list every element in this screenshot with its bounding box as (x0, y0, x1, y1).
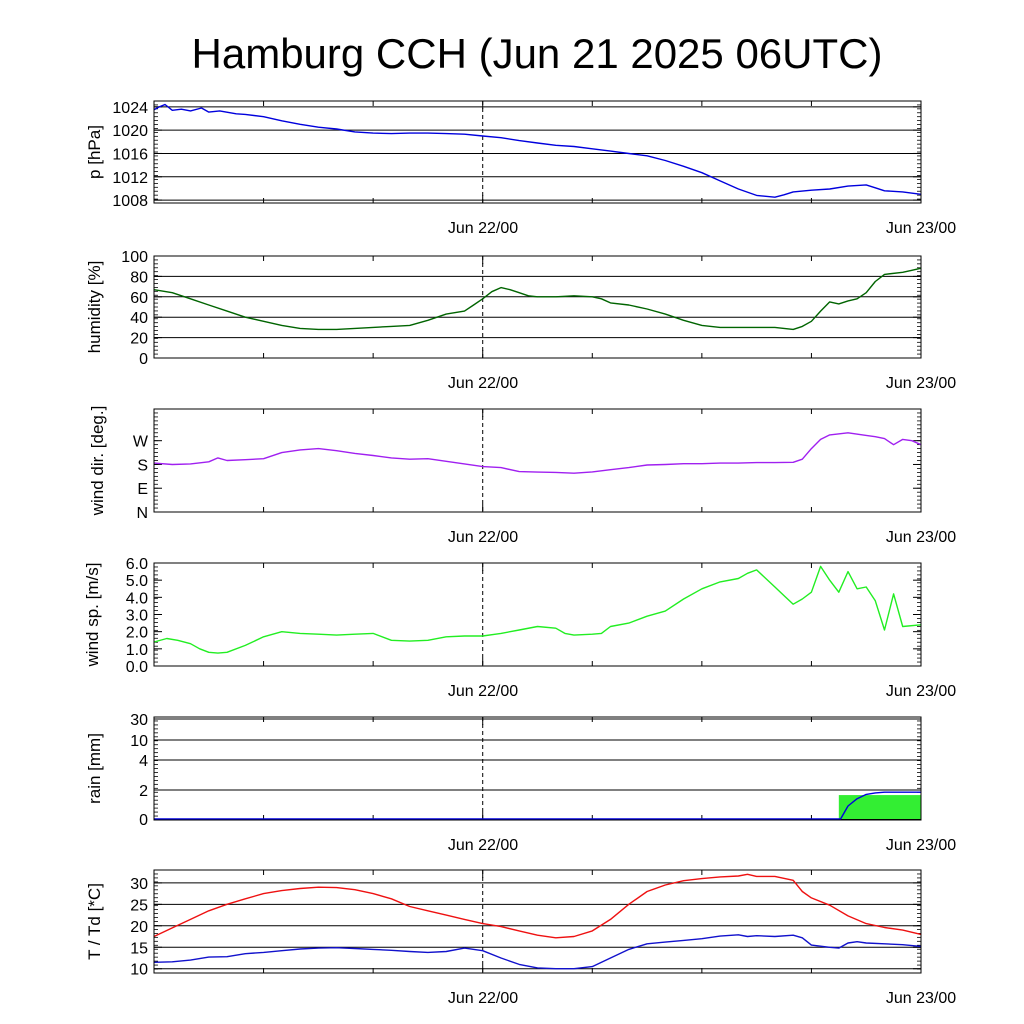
wind_speed-ytick-label: 4.0 (126, 590, 148, 607)
wind_speed-series-line-0 (153, 565, 922, 654)
humidity-panel: 100 80 60 40 20 0 humidity [%] Jun 22/00 Jun 23/… (85, 249, 956, 392)
humidity-ylabel: humidity [%] (85, 261, 104, 354)
humidity-ytick-label: 100 (121, 249, 148, 266)
wind_speed-xtick-end: Jun 23/00 (886, 683, 956, 700)
pressure-frame (153, 100, 922, 204)
wind_direction-ytick-label: S (137, 457, 148, 474)
temperature-series-line-0 (153, 873, 922, 939)
rain-panel: 0 2 4 10 30 rain [mm] Jun 22/00 Jun 23/00 (85, 712, 956, 854)
rain-rain-bar (838, 795, 921, 819)
rain-ylabel: rain [mm] (85, 733, 104, 804)
wind_direction-ytick-label: N (136, 505, 148, 522)
temperature-xtick-mid: Jun 22/00 (448, 990, 518, 1007)
pressure-ytick-label: 1020 (112, 123, 148, 140)
rain-xtick-end: Jun 23/00 (886, 837, 956, 854)
wind_speed-ytick-label: 2.0 (126, 625, 148, 642)
wind_speed-xtick-mid: Jun 22/00 (448, 683, 518, 700)
pressure-panel: 1024 1020 1016 1012 1008 p [hPa] Jun 22/00 Jun … (85, 100, 956, 237)
wind_direction-ytick-label: E (137, 481, 148, 498)
wind_direction-ylabel: wind dir. [deg.] (88, 406, 107, 517)
rain-ytick-label: 0 (139, 812, 148, 829)
wind_direction-frame (153, 408, 922, 513)
humidity-ytick-label: 0 (139, 351, 148, 368)
temperature-ytick-label: 30 (130, 876, 148, 893)
temperature-frame (153, 869, 922, 974)
wind_speed-ytick-label: 0.0 (126, 659, 148, 676)
pressure-xtick-mid: Jun 22/00 (448, 220, 518, 237)
rain-xtick-mid: Jun 22/00 (448, 837, 518, 854)
humidity-ytick-label: 40 (130, 310, 148, 327)
wind_speed-ylabel: wind sp. [m/s] (83, 563, 102, 668)
rain-series-line-1 (154, 791, 921, 820)
wind_speed-ytick-label: 5.0 (126, 573, 148, 590)
pressure-ytick-label: 1016 (112, 146, 148, 163)
temperature-ytick-label: 20 (130, 919, 148, 936)
wind_direction-ytick-label: W (133, 434, 149, 451)
chart-title: Hamburg CCH (Jun 21 2025 06UTC) (192, 30, 883, 77)
humidity-ytick-label: 80 (130, 269, 148, 286)
temperature-ytick-label: 25 (130, 897, 148, 914)
temperature-ytick-label: 15 (130, 940, 148, 957)
rain-ytick-label: 2 (139, 783, 148, 800)
pressure-ytick-label: 1008 (112, 193, 148, 210)
wind_speed-ytick-label: 3.0 (126, 608, 148, 625)
wind_speed-ytick-label: 1.0 (126, 642, 148, 659)
humidity-xtick-end: Jun 23/00 (886, 375, 956, 392)
rain-ytick-label: 30 (130, 712, 148, 729)
pressure-ytick-label: 1024 (112, 100, 148, 117)
temperature-series-line-1 (153, 934, 922, 970)
temperature-ytick-label: 10 (130, 962, 148, 979)
wind_speed-ytick-label: 6.0 (126, 556, 148, 573)
humidity-frame (153, 255, 922, 359)
wind_speed-frame (153, 562, 922, 667)
wind_direction-xtick-end: Jun 23/00 (886, 529, 956, 546)
rain-ytick-label: 10 (130, 733, 148, 750)
rain-frame (153, 716, 922, 821)
pressure-ylabel: p [hPa] (85, 125, 104, 179)
humidity-ytick-label: 20 (130, 331, 148, 348)
pressure-xtick-end: Jun 23/00 (886, 220, 956, 237)
temperature-panel: 30 25 20 15 10 T / Td [*C] Jun 22/00 Jun 23/00 (85, 869, 956, 1007)
wind_direction-series-line-0 (153, 432, 922, 474)
temperature-ylabel: T / Td [*C] (85, 883, 104, 960)
humidity-ytick-label: 60 (130, 290, 148, 307)
humidity-xtick-mid: Jun 22/00 (448, 375, 518, 392)
wind_direction-xtick-mid: Jun 22/00 (448, 529, 518, 546)
wind_speed-panel: 0.01.02.03.04.05.06.0 wind sp. [m/s] Jun 2… (83, 556, 956, 700)
temperature-xtick-end: Jun 23/00 (886, 990, 956, 1007)
rain-ytick-label: 4 (139, 753, 148, 770)
humidity-series-line-0 (153, 267, 922, 331)
pressure-series-line-0 (153, 103, 922, 198)
pressure-ytick-label: 1012 (112, 170, 148, 187)
